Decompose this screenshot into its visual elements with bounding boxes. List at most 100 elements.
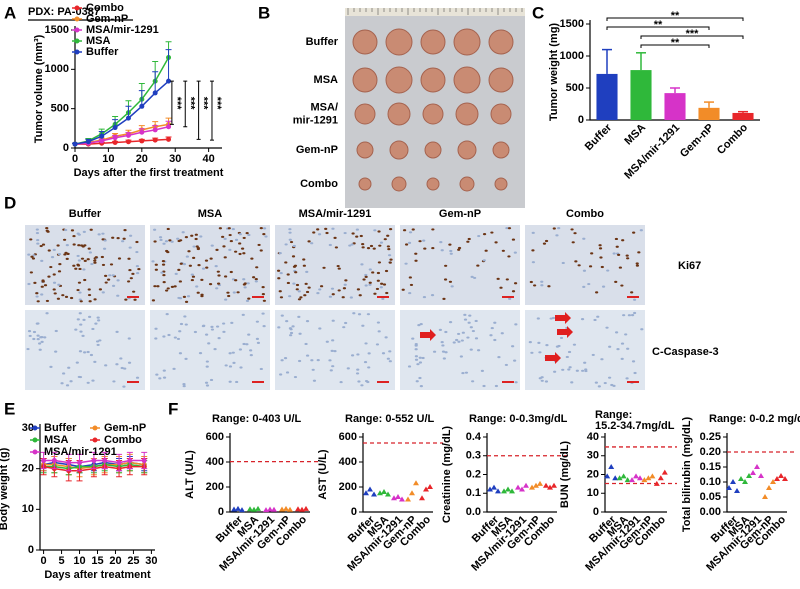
arrow: [557, 326, 573, 338]
x-axis-label: Days after treatment: [44, 569, 151, 581]
data-point: [734, 488, 740, 493]
ki67-nucleus: [364, 275, 368, 279]
nucleus: [376, 321, 381, 324]
nucleus: [108, 274, 112, 277]
nucleus: [482, 384, 486, 388]
data-point: [363, 490, 369, 496]
nucleus: [357, 313, 362, 316]
nucleus: [612, 384, 616, 387]
significance-label: ***: [686, 28, 700, 40]
ki67-nucleus: [234, 279, 238, 282]
nucleus: [441, 350, 446, 353]
ki67-nucleus: [614, 237, 619, 241]
nucleus: [583, 361, 587, 364]
nucleus: [255, 337, 260, 340]
nucleus: [255, 320, 259, 323]
nucleus: [247, 233, 251, 237]
y-tick-label: 0.20: [700, 446, 721, 458]
ki67-nucleus: [529, 280, 533, 284]
nucleus: [228, 365, 233, 368]
ki67-nucleus: [386, 234, 390, 237]
ki67-nucleus: [182, 295, 187, 298]
ki67-nucleus: [218, 227, 222, 230]
ki67-nucleus: [511, 290, 516, 293]
nucleus: [122, 385, 126, 388]
data-point: [166, 78, 172, 84]
nucleus: [350, 354, 355, 357]
tumor: [358, 177, 372, 191]
nucleus: [127, 337, 131, 340]
ki67-nucleus: [123, 229, 127, 232]
ki67-nucleus: [295, 283, 300, 287]
y-tick-label: 0.0: [466, 506, 481, 518]
tumor: [422, 103, 444, 125]
data-point: [381, 489, 387, 494]
ki67-nucleus: [31, 257, 36, 260]
nucleus: [508, 297, 512, 300]
nucleus: [154, 327, 158, 330]
nucleus: [329, 369, 333, 372]
data-point: [501, 488, 507, 494]
nucleus: [312, 379, 317, 382]
tumor: [453, 66, 481, 94]
column-label: Gem-nP: [439, 208, 481, 220]
ki67-nucleus: [196, 246, 200, 250]
ki67-nucleus: [35, 292, 39, 295]
nucleus: [343, 283, 347, 286]
data-point: [509, 488, 515, 494]
nucleus: [381, 297, 385, 300]
tumor: [352, 29, 378, 55]
ki67-nucleus: [178, 280, 182, 283]
panel-letter: F: [168, 399, 178, 418]
significance-label: **: [671, 10, 680, 22]
ki67-nucleus: [302, 264, 306, 267]
nucleus: [207, 342, 211, 345]
nucleus: [449, 249, 453, 253]
nucleus: [318, 288, 322, 291]
nucleus: [222, 322, 226, 325]
nucleus: [415, 380, 419, 383]
ki67-nucleus: [47, 249, 51, 252]
ki67-nucleus: [423, 247, 427, 250]
nucleus: [165, 313, 169, 316]
y-tick-label: 500: [566, 82, 584, 94]
nucleus: [153, 228, 157, 231]
nucleus: [538, 377, 542, 380]
nucleus: [246, 282, 250, 285]
y-tick-label: 10: [587, 487, 599, 499]
nucleus: [135, 250, 139, 254]
nucleus: [367, 366, 371, 369]
nucleus: [331, 227, 335, 230]
nucleus: [27, 253, 31, 256]
x-tick-label: Buffer: [583, 121, 615, 153]
ki67-nucleus: [404, 243, 409, 246]
y-tick-label: 40: [587, 431, 599, 443]
ki67-nucleus: [278, 290, 282, 293]
nucleus: [561, 368, 565, 371]
chart-title: Range: 0-0.2 mg/dL: [709, 413, 800, 425]
ki67-nucleus: [72, 264, 76, 267]
ki67-nucleus: [49, 265, 53, 269]
nucleus: [54, 329, 58, 333]
significance-label: **: [654, 19, 663, 31]
tumor: [455, 102, 479, 126]
data-point: [102, 458, 108, 464]
data-point: [112, 125, 118, 131]
nucleus: [497, 356, 501, 359]
y-tick-label: 0.3: [466, 450, 481, 462]
nucleus: [57, 252, 62, 256]
ki67-nucleus: [484, 249, 488, 252]
nucleus: [88, 315, 92, 318]
ki67-nucleus: [58, 263, 62, 266]
nucleus: [575, 369, 579, 372]
nucleus: [39, 336, 43, 339]
nucleus: [464, 371, 469, 374]
nucleus: [186, 295, 191, 298]
nucleus: [536, 317, 540, 320]
nucleus: [477, 349, 481, 352]
ki67-nucleus: [162, 274, 166, 277]
nucleus: [280, 359, 284, 362]
row-label: MSA/: [311, 101, 339, 113]
ki67-nucleus: [387, 248, 391, 251]
bar: [596, 73, 618, 120]
